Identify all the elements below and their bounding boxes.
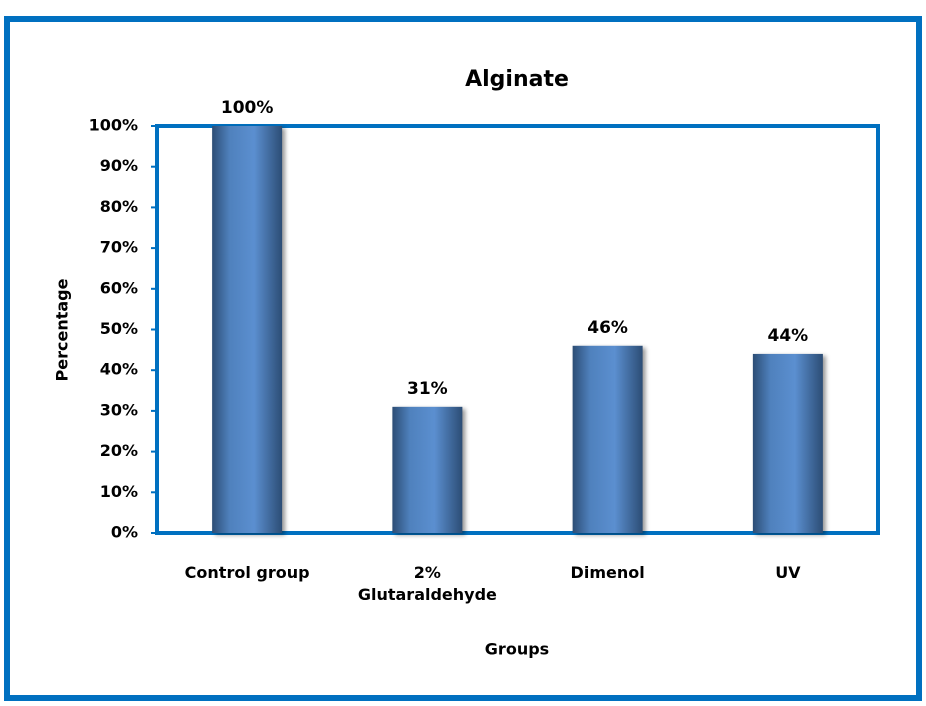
data-label: 31%	[407, 379, 448, 399]
x-tick-label: UV	[775, 563, 801, 582]
chart-title: Alginate	[465, 67, 569, 92]
y-tick-label: 30%	[100, 400, 138, 419]
y-tick-label: 60%	[100, 278, 138, 297]
y-tick-label: 90%	[100, 156, 138, 175]
bar	[752, 353, 823, 533]
outer-frame	[4, 16, 922, 701]
data-label: 44%	[768, 326, 809, 346]
x-tick-label: 2% Glutaraldehyde	[357, 563, 497, 604]
x-tick-label: Dimenol	[570, 563, 645, 582]
bar	[212, 126, 283, 533]
x-tick-label: Control group	[184, 563, 310, 582]
bar	[572, 345, 643, 533]
y-tick-label: 40%	[100, 360, 138, 379]
bar	[392, 406, 463, 533]
y-tick-label: 100%	[89, 116, 138, 135]
y-tick-label: 0%	[111, 523, 138, 542]
x-axis-label: Groups	[485, 640, 549, 659]
y-axis-label: Percentage	[53, 278, 72, 381]
y-tick-label: 10%	[100, 482, 138, 501]
y-tick-label: 70%	[100, 238, 138, 257]
y-tick-label: 50%	[100, 319, 138, 338]
data-label: 46%	[587, 318, 628, 338]
y-tick-label: 80%	[100, 197, 138, 216]
y-tick-label: 20%	[100, 441, 138, 460]
data-label: 100%	[221, 98, 274, 118]
